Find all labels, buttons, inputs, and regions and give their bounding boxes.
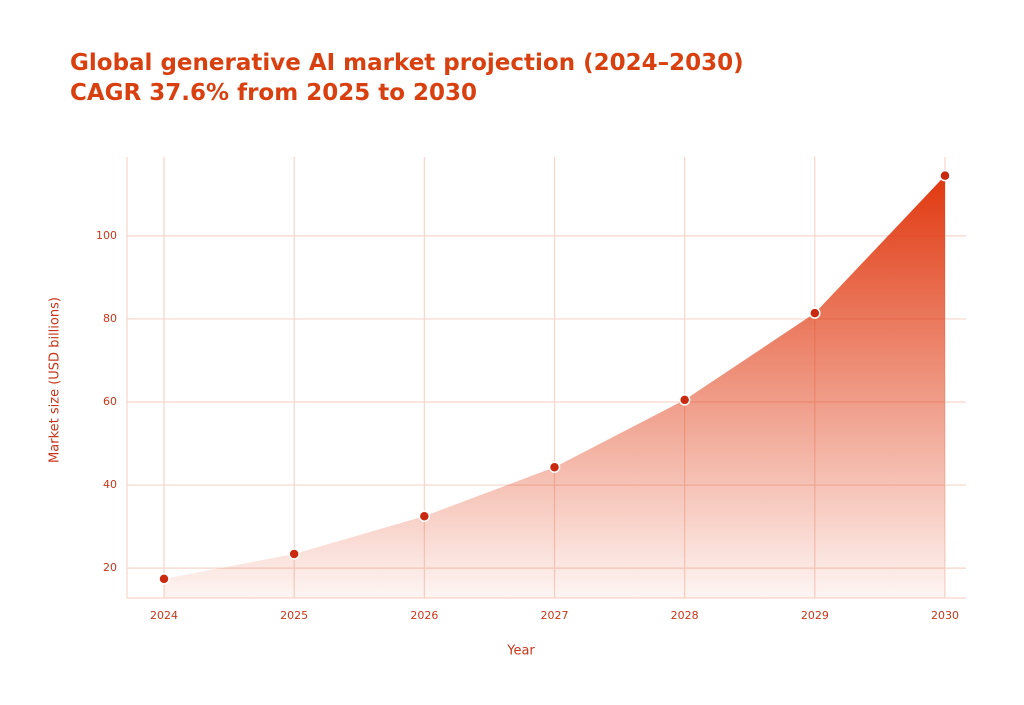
x-tick-label: 2029	[801, 609, 829, 622]
chart-title: Global generative AI market projection (…	[70, 50, 744, 76]
x-tick-label: 2024	[150, 609, 178, 622]
data-point	[288, 548, 300, 560]
y-tick-label: 20	[103, 561, 117, 574]
data-point	[548, 461, 561, 473]
y-tick-label: 60	[103, 395, 117, 408]
data-point	[158, 573, 170, 585]
y-tick-label: 100	[96, 229, 117, 242]
data-point	[678, 394, 691, 406]
data-point	[939, 169, 951, 182]
x-axis-label: Year	[506, 644, 535, 659]
y-axis-label: Market size (USD billions)	[48, 297, 63, 463]
data-point	[418, 510, 431, 522]
x-tick-label: 2026	[410, 609, 438, 622]
x-tick-label: 2025	[280, 609, 308, 622]
y-tick-label: 40	[103, 478, 117, 491]
x-tick-label: 2027	[541, 609, 569, 622]
x-tick-label: 2030	[931, 609, 959, 622]
x-tick-label: 2028	[671, 609, 699, 622]
y-tick-label: 80	[103, 312, 117, 325]
data-point	[809, 307, 821, 319]
chart-subtitle: CAGR 37.6% from 2025 to 2030	[70, 80, 477, 106]
area	[164, 175, 945, 598]
plot: 20 40 60 80 100 2024 2025 2026 2027 2028 2029 2030	[96, 157, 966, 622]
